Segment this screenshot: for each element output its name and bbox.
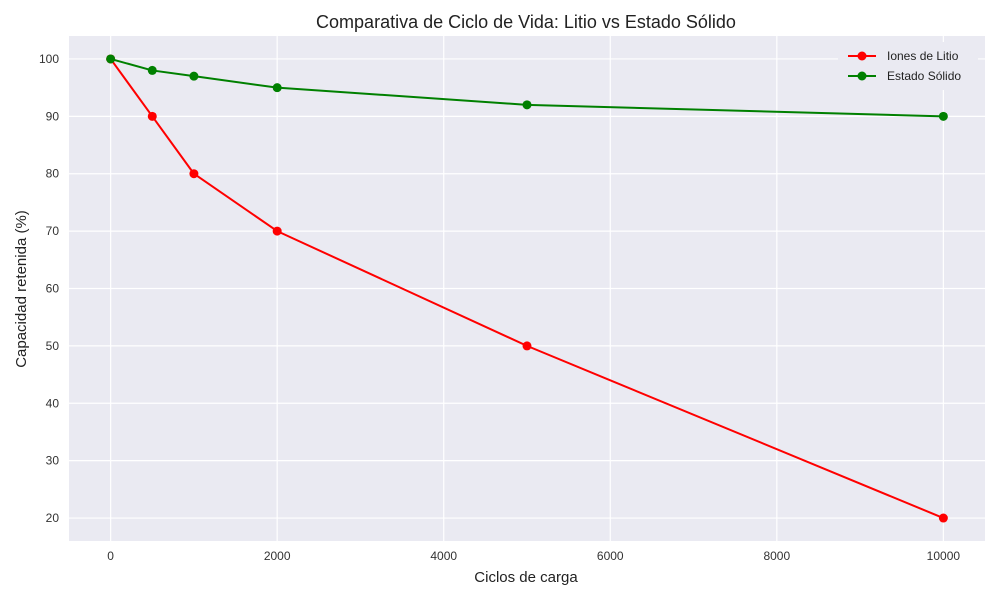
y-tick-label: 60 [46, 282, 60, 296]
data-point [189, 169, 199, 179]
data-point [522, 100, 532, 110]
series-2 [106, 54, 948, 121]
data-point [938, 513, 948, 523]
series [106, 54, 948, 523]
y-tick-label: 70 [46, 224, 60, 238]
y-tick-label: 100 [39, 52, 59, 66]
legend-marker [857, 71, 867, 81]
legend-label: Estado Sólido [887, 69, 961, 83]
series-line [109, 58, 944, 519]
legend-box [838, 42, 978, 90]
y-tick-label: 90 [46, 109, 60, 123]
y-tick-label: 40 [46, 396, 60, 410]
data-point [189, 71, 199, 81]
data-point [147, 65, 157, 75]
data-point [106, 54, 116, 64]
y-tick-label: 50 [46, 339, 60, 353]
chart-title: Comparativa de Ciclo de Vida: Litio vs E… [316, 12, 736, 32]
x-tick-label: 6000 [597, 549, 624, 563]
x-tick-label: 8000 [763, 549, 790, 563]
series-1 [106, 54, 948, 523]
x-tick-label: 10000 [927, 549, 961, 563]
x-axis-title: Ciclos de carga [474, 569, 578, 586]
y-axis-title: Capacidad retenida (%) [13, 210, 30, 368]
data-point [938, 111, 948, 121]
data-point [272, 83, 282, 93]
legend: Iones de Litio Estado Sólido [838, 42, 978, 90]
data-point [147, 111, 157, 121]
tick-labels: 0 2000 4000 6000 8000 10000 20 30 40 50 60 70 80 90 10… [39, 52, 960, 563]
data-point [522, 341, 532, 351]
x-tick-label: 4000 [430, 549, 457, 563]
legend-label: Iones de Litio [887, 49, 959, 63]
y-tick-label: 20 [46, 511, 60, 525]
legend-marker [857, 51, 867, 61]
y-tick-label: 30 [46, 454, 60, 468]
y-tick-label: 80 [46, 167, 60, 181]
series-line [110, 57, 944, 118]
x-tick-label: 0 [107, 549, 114, 563]
data-point [272, 226, 282, 236]
x-tick-label: 2000 [264, 549, 291, 563]
